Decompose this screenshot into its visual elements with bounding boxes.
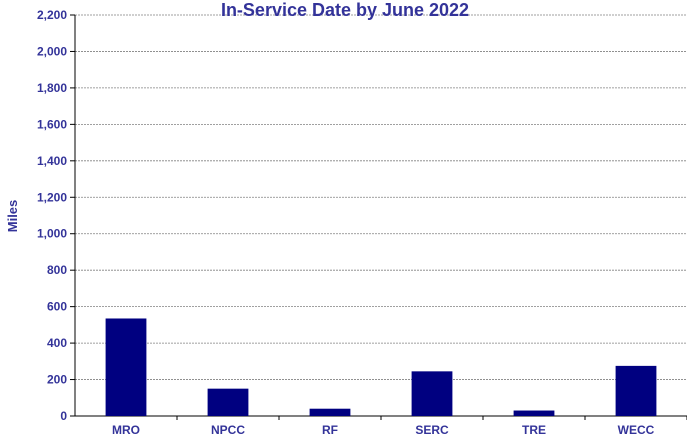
bar — [105, 318, 147, 416]
y-tick-label: 1,000 — [37, 227, 67, 241]
bar — [615, 365, 657, 416]
y-tick-label: 2,200 — [37, 8, 67, 22]
x-tick-label: WECC — [618, 423, 655, 437]
y-axis-label: Miles — [5, 200, 20, 233]
y-tick-label: 0 — [60, 409, 67, 423]
y-tick-label: 200 — [47, 373, 67, 387]
x-tick-label: SERC — [415, 423, 449, 437]
x-tick-label: MRO — [112, 423, 140, 437]
bars — [105, 318, 657, 416]
bar — [309, 408, 351, 416]
y-tick-label: 2,000 — [37, 44, 67, 58]
y-tick-label: 1,200 — [37, 190, 67, 204]
y-tick-label: 600 — [47, 300, 67, 314]
y-tick-labels: 0 200 400 600 800 1,000 1,200 1,400 1,600 1,800 2,… — [37, 8, 67, 423]
axes — [70, 14, 687, 420]
bar — [411, 371, 453, 416]
bar — [207, 388, 249, 416]
y-tick-label: 1,400 — [37, 154, 67, 168]
x-tick-label: RF — [322, 423, 338, 437]
y-tick-label: 1,600 — [37, 117, 67, 131]
x-tick-labels: MRO NPCC RF SERC TRE WECC — [112, 423, 655, 437]
chart-title: In-Service Date by June 2022 — [221, 0, 469, 20]
x-tick-label: TRE — [522, 423, 546, 437]
y-tick-label: 400 — [47, 336, 67, 350]
gridlines — [75, 14, 687, 380]
y-tick-label: 800 — [47, 263, 67, 277]
bar — [513, 410, 555, 416]
y-tick-label: 1,800 — [37, 81, 67, 95]
x-tick-label: NPCC — [211, 423, 245, 437]
